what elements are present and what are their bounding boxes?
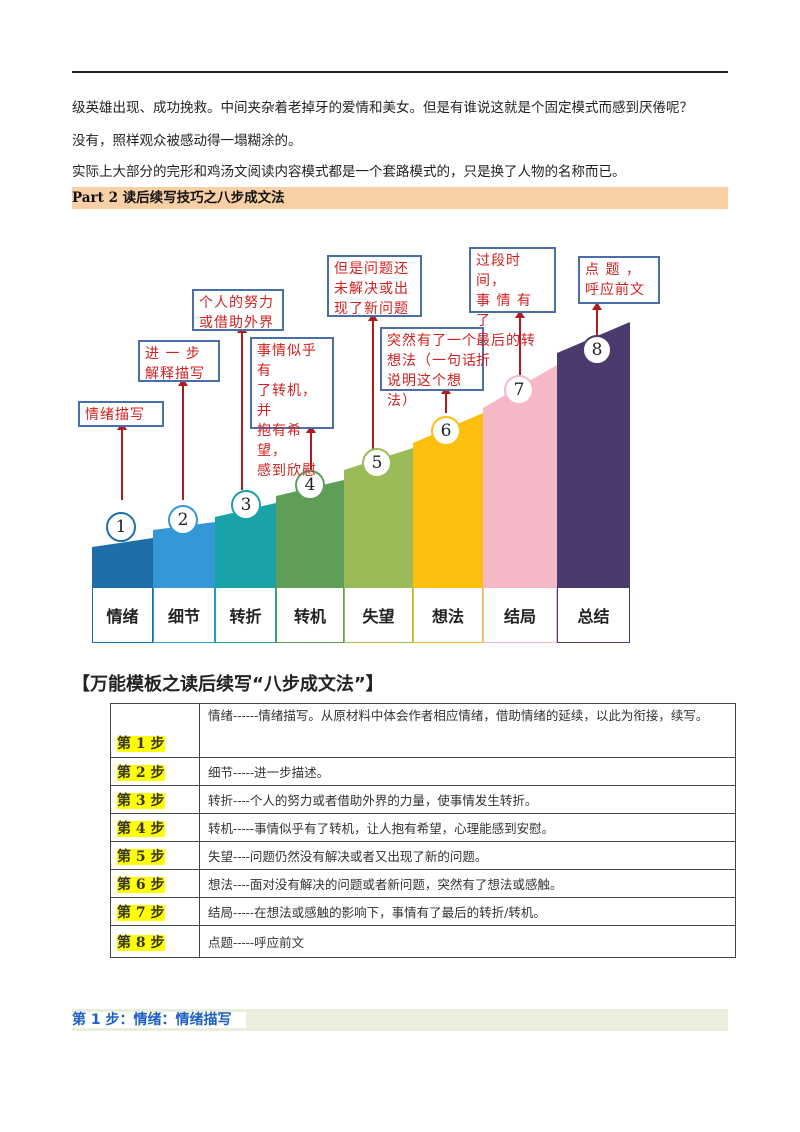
description-cell: 点题-----呼应前文 (199, 925, 736, 958)
table-row: 第 3 步转折----个人的努力或者借助外界的力量，使事情发生转折。 (110, 785, 736, 814)
step-cell: 第 3 步 (110, 785, 200, 814)
paragraph: 级英雄出现、成功挽救。中间夹杂着老掉牙的爱情和美女。但是有谁说这就是个固定模式而… (72, 100, 693, 116)
step-bar-1 (92, 538, 153, 587)
step-note: 但是问题还 未解决或出 现了新问题 (327, 255, 422, 317)
step-label: 转折 (215, 587, 276, 643)
step-number: 7 (504, 375, 534, 405)
paragraph: 实际上大部分的完形和鸡汤文阅读内容模式都是一个套路模式的，只是换了人物的名称而已… (72, 164, 626, 180)
step-label: 细节 (153, 587, 215, 643)
step-bar-8 (557, 322, 630, 587)
description-cell: 失望----问题仍然没有解决或者又出现了新的问题。 (199, 841, 736, 870)
description-cell: 细节-----进一步描述。 (199, 757, 736, 786)
step-number: 5 (362, 448, 392, 478)
step-cell: 第 6 步 (110, 869, 200, 898)
step-bar-7 (483, 365, 557, 587)
step-note: 事情似乎有 了转机，并 抱有希望， 感到欣慰 (250, 337, 334, 479)
table-row: 第 4 步 转机-----事情似乎有了转机，让人抱有希望，心理能感到安慰。 (110, 813, 736, 842)
step-bar-4 (276, 480, 344, 587)
arrow-up-icon (368, 313, 378, 455)
step-label: 情绪 (92, 587, 153, 643)
step-note: 突然有了一个 想法（一句话 说明这个想法） (380, 327, 484, 409)
paragraph: 没有，照样观众被感动得一塌糊涂的。 (72, 133, 302, 149)
step-cell: 第 8 步 (110, 925, 200, 958)
step-number: 8 (582, 335, 612, 365)
description-cell: 转机-----事情似乎有了转机，让人抱有希望，心理能感到安慰。 (199, 813, 736, 842)
table-row: 第 5 步失望----问题仍然没有解决或者又出现了新的问题。 (110, 841, 736, 870)
description-cell: 结局-----在想法或感触的影响下，事情有了最后的转折/转机。 (199, 897, 736, 926)
step-number: 4 (295, 470, 325, 500)
step-cell: 第 7 步 (110, 897, 200, 926)
subheading: 第 1 步：情绪：情绪描写 (72, 1009, 728, 1031)
step-cell: 第 1 步 (110, 703, 200, 758)
arrow-up-icon (117, 422, 127, 500)
arrow-up-icon (441, 386, 451, 413)
step-note: 情绪描写 (78, 401, 164, 427)
description-cell: 情绪------情绪描写。从原材料中体会作者相应情绪，借助情绪的延续，以此为衔接… (199, 703, 736, 758)
table-row: 第 8 步点题-----呼应前文 (110, 925, 736, 958)
step-cell: 第 2 步 (110, 757, 200, 786)
step-number: 1 (106, 512, 136, 542)
step-label: 结局 (483, 587, 557, 643)
step-label: 失望 (344, 587, 413, 643)
step-note: 个人的努力 或借助外界 (192, 289, 284, 331)
step-note: 进 一 步 解释描写 (138, 340, 220, 382)
section-heading: Part 2 读后续写技巧之八步成文法 (72, 187, 728, 209)
step-cell: 第 5 步 (110, 841, 200, 870)
arrow-up-icon (515, 310, 525, 375)
arrow-up-icon (237, 325, 247, 490)
step-note: 点 题 ， 呼应前文 (578, 256, 660, 304)
table-row: 第 6 步想法----面对没有解决的问题或者新问题，突然有了想法或感触。 (110, 869, 736, 898)
step-note: 过段时间， 事 情 有 了 最后的转折 (469, 247, 556, 369)
step-label: 想法 (413, 587, 483, 643)
step-bar-5 (344, 448, 413, 587)
header-rule (72, 71, 728, 73)
description-cell: 转折----个人的努力或者借助外界的力量，使事情发生转折。 (199, 785, 736, 814)
step-bar-2 (153, 522, 215, 587)
arrow-up-icon (178, 378, 188, 500)
description-cell: 想法----面对没有解决的问题或者新问题，突然有了想法或感触。 (199, 869, 736, 898)
template-title: 【万能模板之读后续写“八步成文法”】 (72, 674, 384, 695)
table-row: 第 2 步细节-----进一步描述。 (110, 757, 736, 786)
step-number: 6 (431, 416, 461, 446)
arrow-up-icon (306, 425, 316, 470)
step-cell: 第 4 步 (110, 813, 200, 842)
step-label: 转机 (276, 587, 344, 643)
arrow-up-icon (592, 302, 602, 335)
step-bar-3 (215, 503, 276, 587)
table-row: 第 7 步结局-----在想法或感触的影响下，事情有了最后的转折/转机。 (110, 897, 736, 926)
step-bar-6 (413, 413, 483, 587)
step-number: 3 (231, 490, 261, 520)
step-number: 2 (168, 505, 198, 535)
table-row: 第 1 步情绪------情绪描写。从原材料中体会作者相应情绪，借助情绪的延续，… (110, 703, 736, 758)
step-label: 总结 (557, 587, 630, 643)
steps-table: 第 1 步情绪------情绪描写。从原材料中体会作者相应情绪，借助情绪的延续，… (110, 703, 736, 958)
